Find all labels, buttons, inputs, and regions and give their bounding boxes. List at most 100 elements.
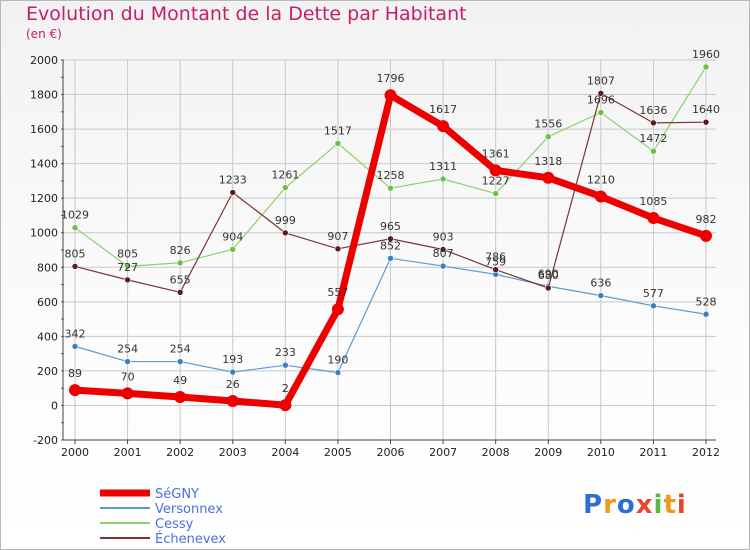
- data-label-sgny: 982: [696, 213, 717, 226]
- data-point-sgny: [121, 387, 134, 400]
- x-tick-label: 2000: [61, 446, 89, 459]
- axes: -200 0 200 400 600 800 1000 1200 1400 1600 1800 200…: [30, 54, 720, 459]
- data-point-cessy: [492, 190, 499, 197]
- data-point-versonnex: [282, 361, 289, 369]
- data-point-sgny: [700, 229, 712, 242]
- data-label-chenevex: 965: [380, 220, 401, 233]
- data-label-versonnex: 636: [590, 277, 611, 290]
- data-label-chenevex: 1640: [692, 103, 720, 116]
- data-point-chenevex: [650, 119, 657, 127]
- data-point-versonnex: [71, 343, 79, 350]
- data-label-cessy: 1517: [324, 124, 352, 137]
- data-label-sgny: 1617: [429, 103, 457, 116]
- y-tick-label: 1400: [30, 158, 58, 171]
- data-point-versonnex: [650, 302, 657, 310]
- chart-subtitle: (en €): [26, 27, 62, 41]
- data-point-versonnex: [702, 310, 710, 318]
- data-point-versonnex: [229, 368, 237, 376]
- grid: [63, 59, 716, 441]
- data-point-chenevex: [702, 118, 710, 126]
- data-label-sgny: 89: [68, 367, 82, 380]
- x-tick-label: 2002: [166, 446, 194, 459]
- data-labels: 342 254 254 193 233 190 852 807 759 690 636 577 528 1…: [61, 48, 720, 395]
- x-tick-label: 2003: [219, 446, 247, 459]
- data-label-chenevex: 1233: [219, 173, 247, 186]
- data-point-cessy: [702, 63, 710, 71]
- data-label-versonnex: 759: [485, 255, 506, 268]
- data-label-versonnex: 233: [275, 346, 296, 359]
- data-point-cessy: [282, 184, 289, 191]
- data-label-cessy: 805: [117, 247, 138, 260]
- data-label-cessy: 826: [170, 244, 191, 257]
- data-point-chenevex: [334, 245, 342, 253]
- data-point-chenevex: [544, 284, 552, 292]
- x-tick-label: 2001: [114, 446, 142, 459]
- data-label-versonnex: 254: [117, 343, 138, 356]
- series: [69, 63, 712, 412]
- data-label-cessy: 1960: [692, 48, 720, 61]
- y-tick-label: 1600: [30, 123, 58, 136]
- data-point-sgny: [384, 89, 397, 102]
- data-point-chenevex: [387, 235, 394, 243]
- data-point-cessy: [439, 175, 447, 183]
- data-point-cessy: [124, 263, 131, 270]
- data-label-chenevex: 727: [117, 261, 138, 274]
- data-point-cessy: [334, 140, 342, 147]
- data-point-chenevex: [124, 276, 131, 284]
- data-label-cessy: 1227: [482, 175, 510, 188]
- data-label-chenevex: 903: [433, 230, 454, 243]
- x-tick-label: 2011: [639, 446, 667, 459]
- data-label-chenevex: 655: [170, 273, 191, 286]
- data-label-cessy: 1029: [61, 209, 89, 222]
- data-label-versonnex: 193: [222, 353, 243, 366]
- data-point-cessy: [229, 246, 237, 253]
- y-tick-label: 200: [37, 365, 58, 378]
- data-label-versonnex: 254: [170, 343, 191, 356]
- data-point-versonnex: [597, 292, 605, 299]
- data-point-cessy: [387, 184, 394, 192]
- data-point-sgny: [69, 384, 81, 397]
- data-point-cessy: [597, 109, 605, 116]
- data-point-chenevex: [282, 229, 289, 237]
- data-point-sgny: [331, 303, 344, 316]
- y-tick-label: 1800: [30, 89, 58, 102]
- x-tick-label: 2008: [482, 446, 510, 459]
- data-point-versonnex: [387, 254, 394, 262]
- data-label-chenevex: 907: [327, 230, 348, 243]
- x-tick-label: 2010: [587, 446, 615, 459]
- x-tick-label: 2009: [534, 446, 562, 459]
- data-label-cessy: 904: [222, 230, 243, 243]
- y-tick-label: 600: [37, 296, 58, 309]
- x-tick-label: 2004: [271, 446, 299, 459]
- x-tick-label: 2005: [324, 446, 352, 459]
- legend-label-versonnex: Versonnex: [155, 502, 223, 517]
- data-point-cessy: [176, 259, 184, 267]
- legend-label-sgny: SéGNY: [155, 487, 199, 502]
- y-tick-label: 400: [37, 330, 58, 343]
- data-label-chenevex: 680: [538, 269, 559, 282]
- data-label-sgny: 1318: [534, 155, 562, 168]
- data-label-versonnex: 577: [643, 287, 664, 300]
- data-label-versonnex: 852: [380, 239, 401, 252]
- data-point-cessy: [71, 224, 79, 232]
- legend-label-cessy: Cessy: [155, 517, 194, 532]
- data-point-sgny: [279, 399, 292, 412]
- data-label-cessy: 1556: [534, 118, 562, 131]
- data-label-sgny: 1796: [377, 72, 405, 85]
- data-point-chenevex: [229, 189, 237, 196]
- data-point-sgny: [542, 171, 555, 184]
- data-label-versonnex: 807: [433, 247, 454, 260]
- data-label-versonnex: 190: [327, 354, 348, 367]
- data-point-sgny: [437, 120, 450, 133]
- data-point-versonnex: [176, 358, 184, 365]
- y-tick-label: 800: [37, 261, 58, 274]
- data-label-versonnex: 342: [65, 327, 86, 340]
- y-tick-label: 1000: [30, 227, 58, 240]
- y-tick-label: -200: [33, 434, 58, 447]
- data-point-cessy: [650, 147, 657, 155]
- data-point-sgny: [226, 394, 239, 407]
- data-point-versonnex: [439, 262, 447, 270]
- data-label-cessy: 1261: [271, 169, 299, 182]
